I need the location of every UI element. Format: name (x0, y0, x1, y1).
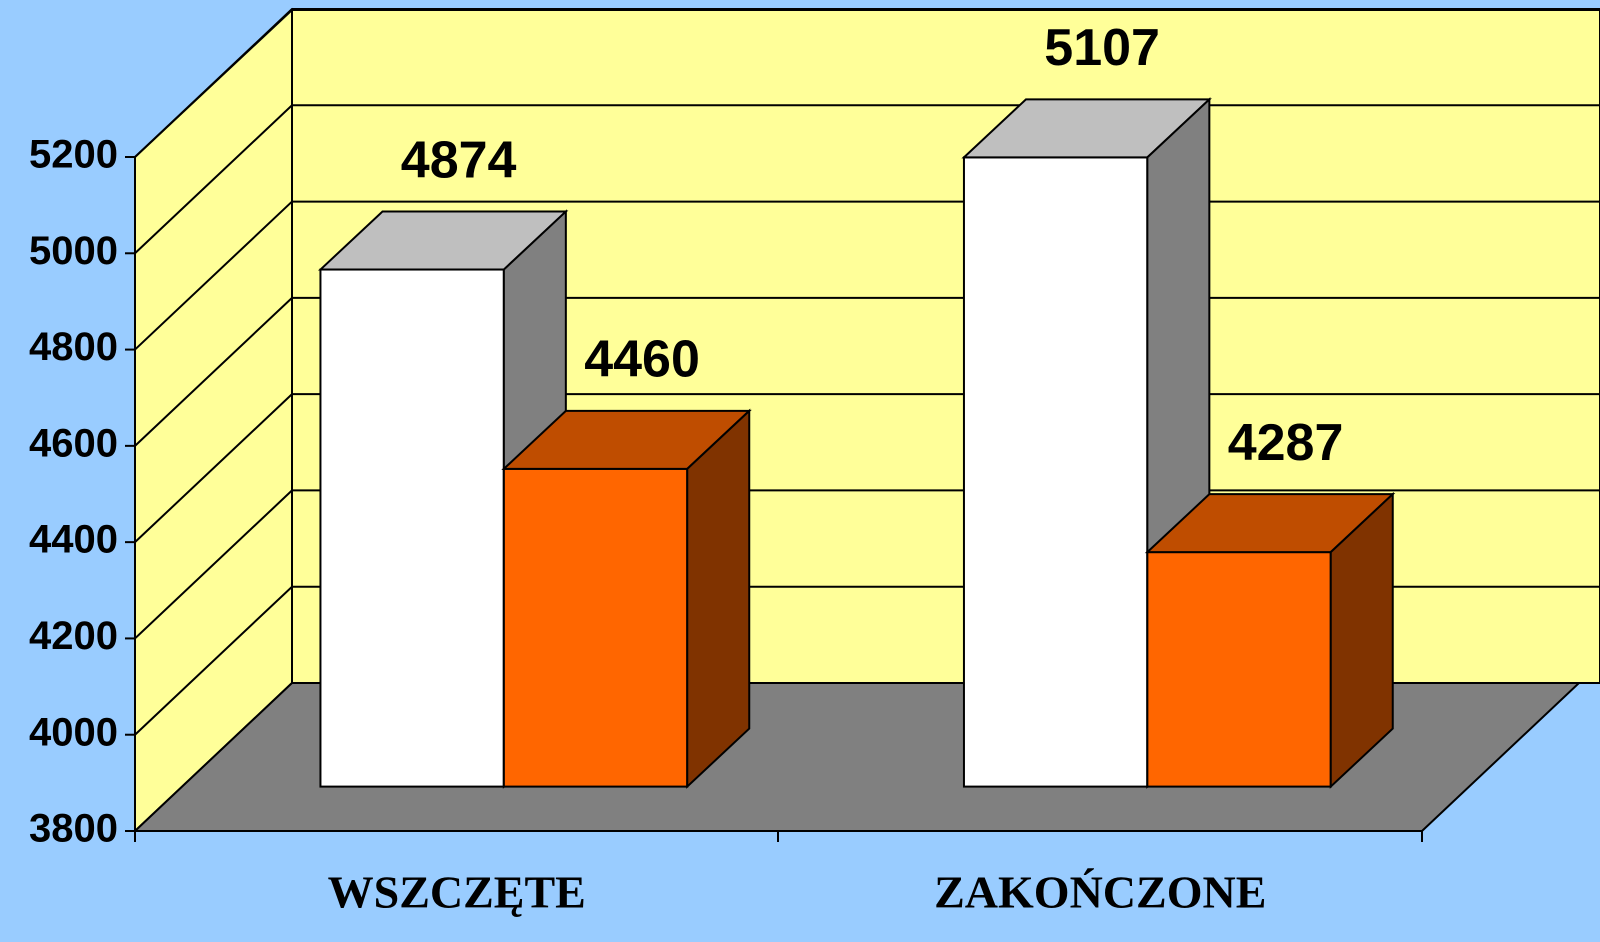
value-label: 5107 (1044, 19, 1160, 77)
y-tick-label: 4800 (29, 325, 118, 369)
value-label: 4874 (401, 131, 517, 189)
value-label: 4460 (584, 331, 700, 389)
grid-line (134, 8, 1600, 158)
bar-front (962, 156, 1149, 788)
x-tick-label: ZAKOŃCZONE (934, 867, 1266, 918)
value-label: 4287 (1228, 414, 1344, 472)
bar-front (1146, 551, 1332, 788)
bar-front (502, 467, 689, 788)
y-tick-label: 4000 (29, 710, 118, 754)
y-tick-label: 4400 (29, 518, 118, 562)
bar-side (686, 408, 751, 789)
y-tick-label: 4200 (29, 614, 118, 658)
x-tick-label: WSZCZĘTE (328, 867, 586, 918)
y-tick-label: 5200 (29, 133, 118, 177)
y-tick-label: 3800 (29, 807, 118, 851)
y-tick-label: 5000 (29, 229, 118, 273)
bar-side (1329, 491, 1394, 789)
y-tick-label: 4600 (29, 421, 118, 465)
bar-front (319, 268, 505, 788)
